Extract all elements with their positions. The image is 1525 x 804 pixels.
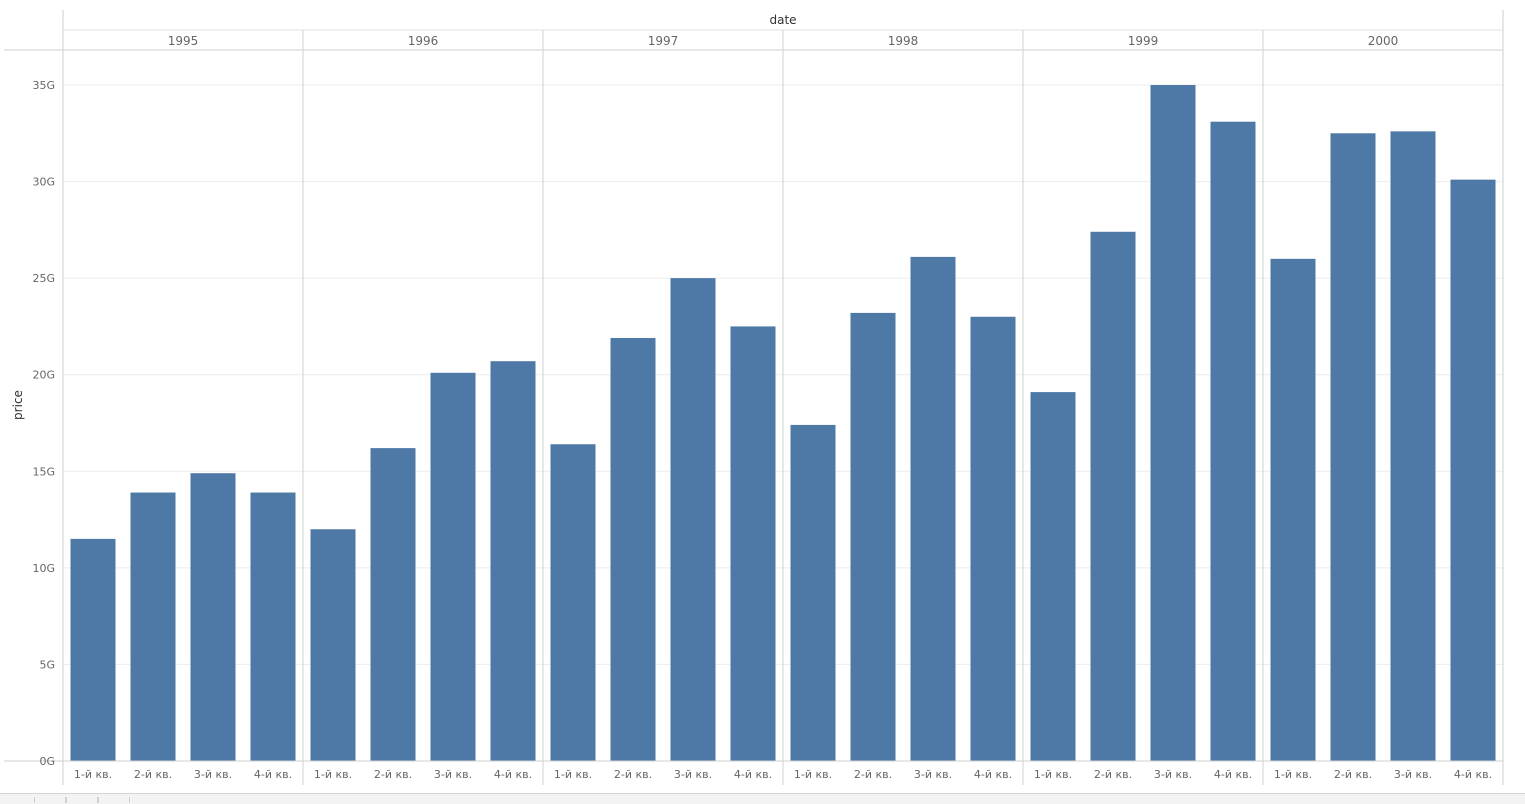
bar[interactable] — [430, 372, 476, 761]
bar[interactable] — [1150, 85, 1196, 761]
y-tick-label: 15G — [32, 465, 55, 478]
y-tick-label: 35G — [32, 79, 55, 92]
x-tick-label: 2-й кв. — [614, 768, 652, 781]
bar[interactable] — [670, 278, 716, 761]
y-tick-label: 5G — [39, 658, 55, 671]
bar[interactable] — [190, 473, 236, 761]
bar[interactable] — [550, 444, 596, 761]
y-tick-label: 30G — [32, 176, 55, 189]
bar[interactable] — [130, 492, 176, 761]
x-tick-label: 3-й кв. — [194, 768, 232, 781]
bar[interactable] — [970, 316, 1016, 761]
bar[interactable] — [910, 256, 956, 761]
x-axis-title: date — [769, 13, 796, 27]
bar[interactable] — [790, 424, 836, 761]
bar[interactable] — [1210, 121, 1256, 761]
bars — [70, 85, 1496, 762]
x-axis-tick-labels: 1-й кв. 2-й кв. 3-й кв. 4-й кв. 1-й кв. 2-й к… — [74, 768, 1492, 781]
x-tick-label: 3-й кв. — [1394, 768, 1432, 781]
year-header: 1997 — [648, 34, 679, 48]
bar[interactable] — [730, 326, 776, 761]
x-tick-label: 1-й кв. — [554, 768, 592, 781]
bar[interactable] — [610, 338, 656, 761]
x-tick-label: 3-й кв. — [914, 768, 952, 781]
bar[interactable] — [1270, 258, 1316, 761]
y-tick-label: 10G — [32, 562, 55, 575]
bar[interactable] — [1330, 133, 1376, 762]
year-header: 2000 — [1368, 34, 1399, 48]
year-header: 1999 — [1128, 34, 1159, 48]
sheet-tab[interactable] — [66, 797, 98, 803]
x-tick-label: 3-й кв. — [434, 768, 472, 781]
sheet-tab-bar — [0, 793, 1525, 804]
y-tick-label: 0G — [39, 755, 55, 768]
bar[interactable] — [850, 312, 896, 761]
bar[interactable] — [1090, 231, 1136, 761]
y-tick-label: 20G — [32, 369, 55, 382]
x-tick-label: 4-й кв. — [254, 768, 292, 781]
x-tick-label: 4-й кв. — [494, 768, 532, 781]
sheet-tab[interactable] — [34, 797, 66, 803]
year-header-labels: 1995 1996 1997 1998 1999 2000 — [168, 34, 1399, 48]
bar[interactable] — [250, 492, 296, 761]
x-tick-label: 3-й кв. — [1154, 768, 1192, 781]
y-axis-title: price — [11, 390, 25, 420]
x-tick-label: 3-й кв. — [674, 768, 712, 781]
x-tick-label: 2-й кв. — [1094, 768, 1132, 781]
year-header: 1995 — [168, 34, 199, 48]
bar[interactable] — [1450, 179, 1496, 761]
x-tick-label: 2-й кв. — [134, 768, 172, 781]
x-tick-label: 4-й кв. — [1214, 768, 1252, 781]
x-tick-label: 1-й кв. — [1274, 768, 1312, 781]
x-tick-label: 2-й кв. — [374, 768, 412, 781]
sheet-tab[interactable] — [98, 797, 130, 803]
year-header: 1996 — [408, 34, 439, 48]
x-tick-label: 1-й кв. — [794, 768, 832, 781]
bar[interactable] — [1030, 392, 1076, 761]
x-tick-label: 2-й кв. — [854, 768, 892, 781]
bar[interactable] — [310, 529, 356, 761]
y-axis-tick-labels: 0G 5G 10G 15G 20G 25G 30G 35G — [32, 79, 55, 768]
x-tick-label: 1-й кв. — [74, 768, 112, 781]
bar[interactable] — [70, 538, 116, 761]
y-tick-label: 25G — [32, 272, 55, 285]
chart-frame — [4, 10, 1504, 785]
bar[interactable] — [490, 361, 536, 761]
x-tick-label: 1-й кв. — [1034, 768, 1072, 781]
year-header: 1998 — [888, 34, 919, 48]
x-tick-label: 4-й кв. — [734, 768, 772, 781]
x-tick-label: 4-й кв. — [1454, 768, 1492, 781]
bar[interactable] — [1390, 131, 1436, 762]
bar[interactable] — [370, 448, 416, 761]
x-tick-label: 2-й кв. — [1334, 768, 1372, 781]
x-tick-label: 1-й кв. — [314, 768, 352, 781]
x-tick-label: 4-й кв. — [974, 768, 1012, 781]
